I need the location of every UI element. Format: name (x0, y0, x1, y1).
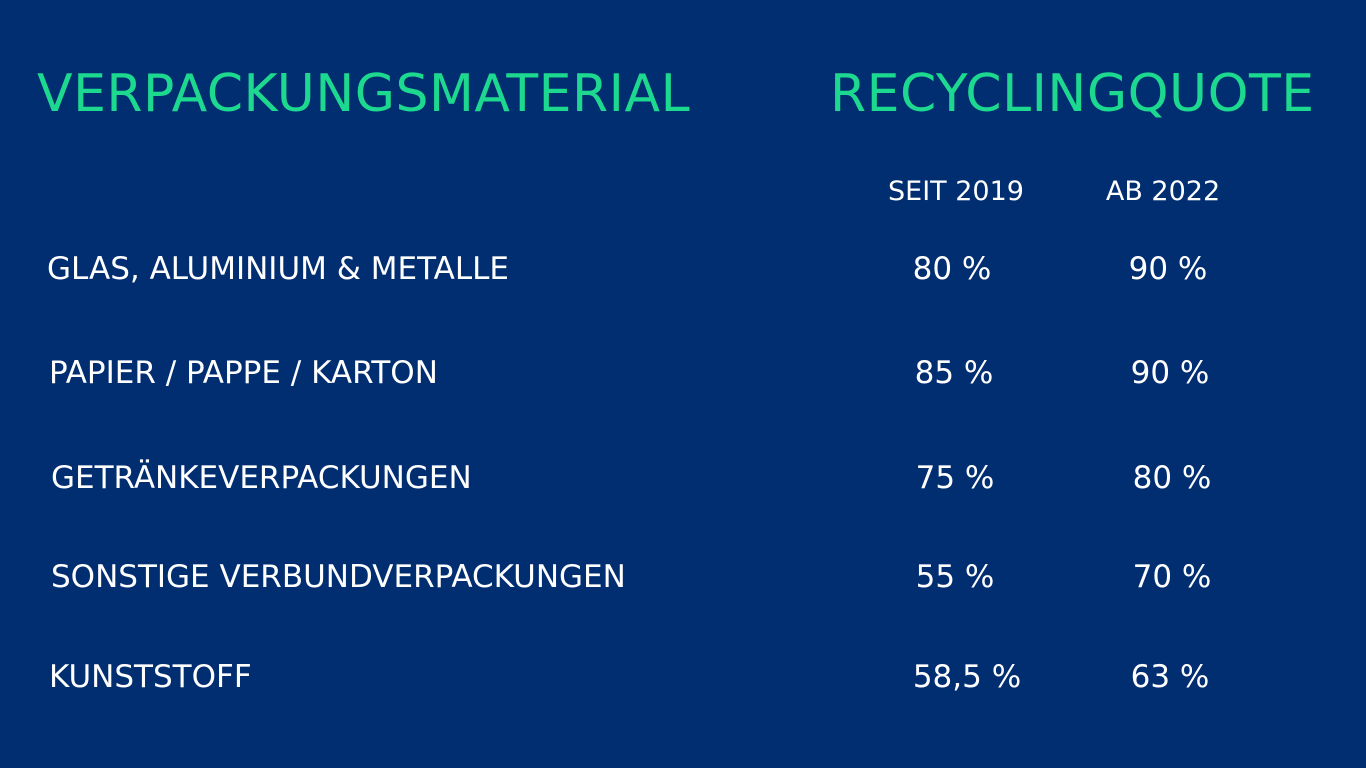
quota-since-2019: 80 % (912, 251, 992, 287)
quota-from-2022: 80 % (1132, 460, 1212, 496)
table-row: GETRÄNKEVERPACKUNGEN 75 % 80 % (0, 456, 1366, 500)
material-label: KUNSTSTOFF (49, 659, 252, 695)
material-label: SONSTIGE VERBUNDVERPACKUNGEN (51, 559, 626, 595)
table-row: KUNSTSTOFF 58,5 % 63 % (0, 655, 1366, 699)
quota-from-2022: 90 % (1128, 251, 1208, 287)
quota-since-2019: 55 % (915, 559, 995, 595)
table-row: SONSTIGE VERBUNDVERPACKUNGEN 55 % 70 % (0, 555, 1366, 599)
quota-from-2022: 63 % (1130, 659, 1210, 695)
material-column-heading: VERPACKUNGSMATERIAL (37, 64, 691, 124)
quota-since-2019: 75 % (915, 460, 995, 496)
material-label: GETRÄNKEVERPACKUNGEN (51, 460, 472, 496)
recycling-quota-heading: RECYCLINGQUOTE (830, 64, 1315, 124)
quota-from-2022: 70 % (1132, 559, 1212, 595)
quota-since-2019: 85 % (914, 355, 994, 391)
since-2019-subheading: SEIT 2019 (888, 176, 1024, 207)
from-2022-subheading: AB 2022 (1105, 176, 1221, 207)
table-row: GLAS, ALUMINIUM & METALLE 80 % 90 % (0, 247, 1366, 291)
quota-from-2022: 90 % (1130, 355, 1210, 391)
material-label: GLAS, ALUMINIUM & METALLE (47, 251, 509, 287)
material-label: PAPIER / PAPPE / KARTON (49, 355, 438, 391)
quota-since-2019: 58,5 % (912, 659, 1022, 695)
table-row: PAPIER / PAPPE / KARTON 85 % 90 % (0, 351, 1366, 395)
